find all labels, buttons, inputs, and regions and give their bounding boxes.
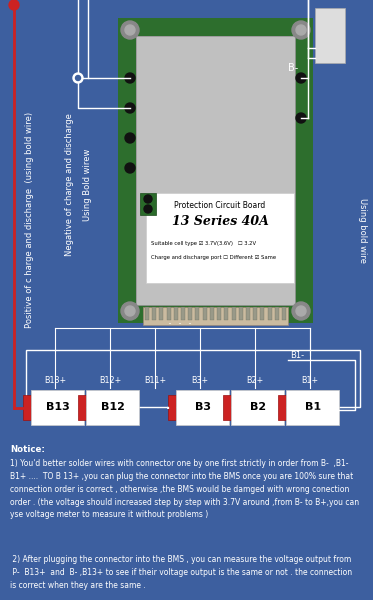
Bar (217, 307, 221, 320)
Text: Negative of charge and discharge: Negative of charge and discharge (66, 113, 75, 256)
Bar (246, 307, 250, 320)
Text: B1-: B1- (290, 351, 304, 360)
Bar (260, 307, 264, 320)
Circle shape (75, 76, 81, 80)
Bar (253, 307, 257, 320)
Circle shape (125, 133, 135, 143)
Bar (203, 307, 207, 320)
Text: Notice:: Notice: (10, 445, 45, 454)
Bar (232, 307, 235, 320)
Text: ·: · (185, 400, 191, 419)
Bar (159, 307, 163, 320)
Text: 13 Series 40A: 13 Series 40A (172, 215, 269, 228)
Text: ·: · (188, 319, 192, 331)
Bar (23, 395, 31, 420)
Text: ·: · (168, 319, 172, 331)
Text: B1+: B1+ (301, 376, 319, 385)
Bar (26, 350, 360, 407)
Bar (195, 307, 200, 320)
Circle shape (292, 302, 310, 320)
Text: Charge and discharge port ☐ Different ☑ Same: Charge and discharge port ☐ Different ☑ … (151, 255, 276, 260)
Text: ·: · (175, 400, 181, 419)
Bar (239, 307, 243, 320)
Circle shape (125, 163, 135, 173)
Bar (275, 307, 279, 320)
Bar (118, 18, 313, 36)
Bar (118, 305, 313, 323)
Bar (295, 18, 313, 323)
Circle shape (9, 0, 19, 10)
Text: B12+: B12+ (99, 376, 121, 385)
Circle shape (121, 21, 139, 39)
Bar (267, 307, 272, 320)
Bar (168, 395, 176, 420)
Circle shape (144, 195, 152, 203)
Circle shape (121, 302, 139, 320)
Bar (181, 307, 185, 320)
Text: 2) After plugging the connector into the BMS , you can measure the voltage outpu: 2) After plugging the connector into the… (10, 555, 352, 590)
Text: B12: B12 (101, 403, 125, 413)
Bar (224, 307, 228, 320)
Text: ·: · (165, 400, 171, 419)
Text: B13: B13 (46, 403, 70, 413)
Bar (78, 395, 86, 420)
Text: B-: B- (288, 63, 298, 73)
Text: Suitable cell type ☑ 3.7V(3.6V)   ☐ 3.2V: Suitable cell type ☑ 3.7V(3.6V) ☐ 3.2V (151, 241, 256, 246)
Text: B11+: B11+ (144, 376, 166, 385)
Circle shape (125, 103, 135, 113)
Circle shape (292, 21, 310, 39)
Bar (31, 390, 84, 425)
Bar (126, 26, 305, 315)
Circle shape (296, 73, 306, 83)
Circle shape (144, 205, 152, 213)
Bar (140, 193, 156, 215)
Text: Using Bold wirew: Using Bold wirew (84, 149, 93, 221)
Bar (136, 36, 295, 305)
Bar (86, 390, 139, 425)
Bar (143, 307, 288, 325)
Text: B2: B2 (250, 403, 266, 413)
Text: B1: B1 (305, 403, 321, 413)
Bar (118, 18, 136, 323)
Bar (231, 390, 284, 425)
Bar (210, 307, 214, 320)
Text: 1) You'd better solder wires with connector one by one first strictly in order f: 1) You'd better solder wires with connec… (10, 459, 359, 520)
Text: Positive of c harge and discharge  (using bold wire): Positive of c harge and discharge (using… (25, 112, 34, 328)
Bar (146, 193, 294, 283)
Text: Using bold wire: Using bold wire (357, 197, 367, 263)
Bar (174, 307, 178, 320)
Bar (188, 307, 192, 320)
Text: B2+: B2+ (247, 376, 264, 385)
Text: B3: B3 (195, 403, 211, 413)
Bar (315, 8, 345, 63)
Circle shape (73, 73, 83, 83)
Bar (223, 395, 231, 420)
Text: B3+: B3+ (191, 376, 209, 385)
Text: Protection Circuit Board: Protection Circuit Board (174, 201, 266, 210)
Circle shape (125, 25, 135, 35)
Text: B13+: B13+ (44, 376, 66, 385)
Bar (145, 307, 149, 320)
Text: ·: · (178, 319, 182, 331)
Circle shape (296, 113, 306, 123)
Circle shape (296, 306, 306, 316)
Bar (282, 307, 286, 320)
Bar (176, 390, 229, 425)
Bar (286, 390, 339, 425)
Bar (152, 307, 156, 320)
Bar (278, 395, 286, 420)
Bar (167, 307, 170, 320)
Circle shape (125, 306, 135, 316)
Circle shape (125, 73, 135, 83)
Circle shape (296, 25, 306, 35)
